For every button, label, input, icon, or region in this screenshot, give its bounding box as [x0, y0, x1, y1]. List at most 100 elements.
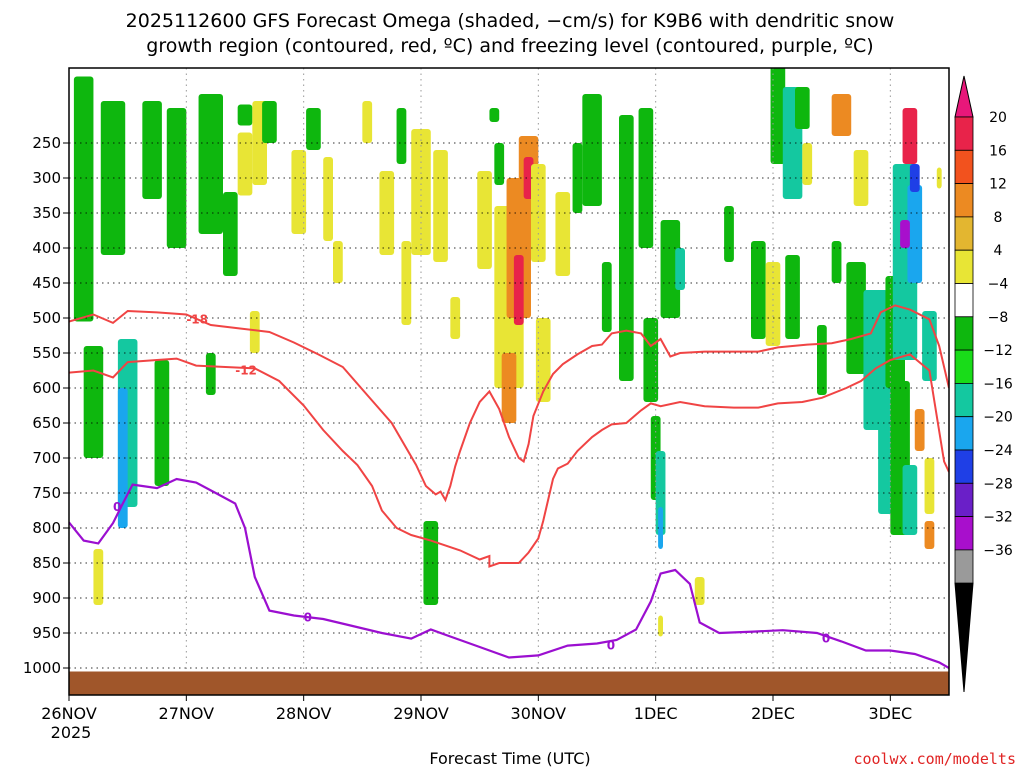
- omega-cell-r: [513, 255, 524, 325]
- y-tick-label: 300: [32, 169, 61, 187]
- omega-cell-g: [795, 87, 810, 129]
- y-tick-label: 550: [32, 344, 61, 362]
- dgz-contour--12: [69, 353, 949, 568]
- omega-cell-y: [531, 164, 546, 262]
- omega-cell-o: [924, 521, 935, 549]
- colorbar-swatch: [954, 216, 974, 251]
- omega-cell-g: [724, 206, 734, 262]
- y-tick-label: 250: [32, 134, 61, 152]
- omega-shading: [73, 68, 942, 637]
- freezing-level-label: 0: [304, 611, 312, 625]
- freezing-level-label: 0: [822, 632, 830, 646]
- plot-frame: [68, 67, 950, 696]
- y-tick-label: 350: [32, 204, 61, 222]
- x-tick-label: 3DEC: [868, 704, 912, 723]
- omega-cell-g: [262, 101, 277, 143]
- omega-cell-d: [909, 164, 920, 192]
- omega-cell-g: [638, 108, 654, 248]
- colorbar-swatch: [954, 149, 974, 185]
- x-tick-label: 28NOV: [276, 704, 332, 723]
- omega-cell-y: [765, 262, 781, 346]
- y-tick-label: 750: [32, 484, 61, 502]
- omega-cell-c: [902, 465, 918, 535]
- omega-cell-g: [572, 143, 583, 213]
- x-tick-year: 2025: [51, 723, 92, 742]
- omega-cell-g: [643, 318, 659, 402]
- colorbar-label: −24: [983, 443, 1013, 459]
- omega-cell-g: [237, 104, 253, 126]
- colorbar-label: −8: [988, 310, 1009, 326]
- colorbar-swatch: [954, 349, 974, 384]
- colorbar-label: 16: [989, 143, 1007, 159]
- colorbar-swatch: [954, 183, 974, 218]
- chart-title-line-1: 2025112600 GFS Forecast Omega (shaded, −…: [126, 10, 895, 32]
- omega-cell-g: [306, 108, 321, 150]
- omega-cell-y: [694, 577, 705, 605]
- terrain-fill: [69, 671, 949, 695]
- omega-cell-g: [489, 108, 500, 122]
- terrain-band: [69, 671, 949, 695]
- colorbar-label: 8: [994, 210, 1003, 226]
- colorbar-swatch: [954, 449, 974, 484]
- colorbar-label: −12: [983, 343, 1013, 359]
- omega-cell-b: [907, 185, 923, 283]
- colorbar-swatch: [954, 516, 974, 551]
- freezing-level-contour: [69, 477, 949, 669]
- x-tick-label: 1DEC: [634, 704, 678, 723]
- omega-cell-o: [914, 409, 925, 451]
- y-tick-label: 900: [32, 589, 61, 607]
- colorbar-swatch: [954, 549, 974, 584]
- omega-cell-c: [675, 248, 685, 290]
- y-tick-label: 950: [32, 624, 61, 642]
- omega-cell-y: [237, 132, 253, 196]
- omega-cell-y: [477, 171, 492, 269]
- credit-link[interactable]: coolwx.com/modelts: [853, 750, 1016, 768]
- omega-cell-g: [166, 108, 187, 248]
- colorbar-label: −28: [983, 476, 1013, 492]
- chart-title-line-2: growth region (contoured, red, ºC) and f…: [146, 35, 873, 57]
- dgz-contour--18: [69, 304, 949, 503]
- x-tick-label: 30NOV: [511, 704, 567, 723]
- omega-cell-g: [601, 262, 612, 332]
- omega-cell-y: [323, 157, 333, 241]
- y-tick-label: 1000: [23, 659, 61, 677]
- omega-cell-g: [817, 325, 827, 395]
- omega-cell-g: [751, 241, 766, 339]
- omega-cell-g: [582, 94, 602, 206]
- dgz-contour-label: -12: [235, 364, 257, 378]
- x-tick-label: 27NOV: [159, 704, 215, 723]
- colorbar-bottom-arrow: [954, 582, 974, 693]
- colorbar-label: −36: [983, 543, 1013, 559]
- colorbar-swatch: [954, 382, 974, 418]
- y-tick-label: 800: [32, 519, 61, 537]
- colorbar-swatch: [954, 116, 974, 151]
- omega-cell-r: [902, 108, 918, 164]
- omega-cell-y: [658, 615, 663, 637]
- omega-cell-y: [93, 549, 104, 605]
- omega-cell-y: [249, 311, 260, 353]
- x-tick-label: 26NOV: [41, 704, 97, 723]
- omega-cell-b: [658, 507, 663, 549]
- y-tick-label: 650: [32, 414, 61, 432]
- omega-cell-g: [660, 220, 681, 318]
- y-tick-label: 400: [32, 239, 61, 257]
- freezing-level-label: 0: [607, 639, 615, 653]
- omega-cell-y: [535, 318, 551, 402]
- x-tick-label: 2DEC: [751, 704, 795, 723]
- omega-cell-y: [555, 192, 571, 276]
- omega-cell-g: [154, 360, 170, 486]
- y-axis-ticks: 250 300 350 400 450 500 550 600 650 700 750 800 850 9…: [23, 134, 69, 677]
- colorbar-swatch: [954, 482, 974, 517]
- omega-cell-y: [802, 143, 813, 185]
- omega-cell-g: [223, 192, 238, 276]
- y-tick-label: 450: [32, 274, 61, 292]
- omega-cell-g: [831, 241, 842, 283]
- omega-cell-o: [831, 94, 852, 136]
- omega-cell-g: [205, 353, 216, 395]
- omega-cell-p: [900, 220, 910, 248]
- colorbar-label: 4: [994, 243, 1003, 259]
- dgz-contour-label: -18: [186, 312, 208, 326]
- y-tick-label: 850: [32, 554, 61, 572]
- omega-cell-y: [411, 129, 431, 255]
